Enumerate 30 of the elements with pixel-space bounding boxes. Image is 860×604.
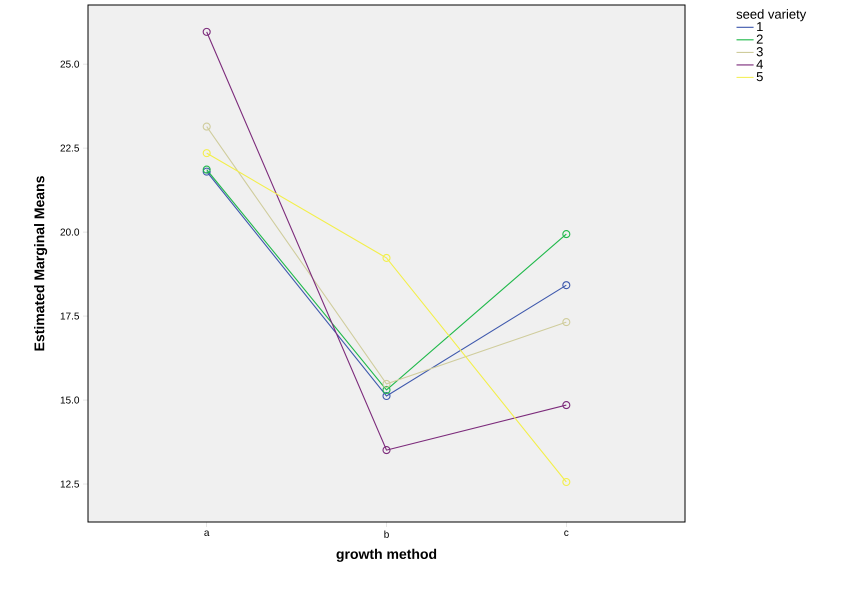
point [562, 281, 570, 290]
x-tick-label: c [564, 530, 569, 536]
point [202, 122, 211, 131]
y-tick-label: 22.5 [60, 144, 80, 152]
x-axis-title: growth method [336, 548, 436, 562]
legend-title: seed variety [736, 9, 806, 22]
y-tick-label: 25.0 [60, 60, 80, 68]
point [382, 446, 391, 454]
x-tick-label: b [384, 530, 389, 538]
point [562, 318, 570, 326]
point [382, 254, 391, 262]
y-tick-label: 20.0 [60, 228, 80, 236]
legend-label: 3 [756, 47, 763, 56]
point [562, 401, 570, 410]
point [382, 392, 391, 400]
y-tick-label: 17.5 [60, 312, 80, 320]
y-tick-label: 12.5 [60, 480, 80, 488]
point [202, 149, 211, 158]
legend-label: 4 [756, 60, 763, 69]
point [382, 386, 391, 394]
x-tick-label: a [204, 530, 210, 536]
y-axis-title: Estimated Marginal Means [34, 176, 48, 350]
y-tick-label: 15.0 [60, 396, 80, 404]
point [202, 28, 211, 36]
point [382, 380, 391, 388]
point [562, 230, 570, 238]
point [562, 478, 570, 486]
legend-label: 5 [756, 72, 763, 82]
legend-label: 1 [757, 22, 763, 32]
legend-label: 2 [756, 34, 763, 44]
